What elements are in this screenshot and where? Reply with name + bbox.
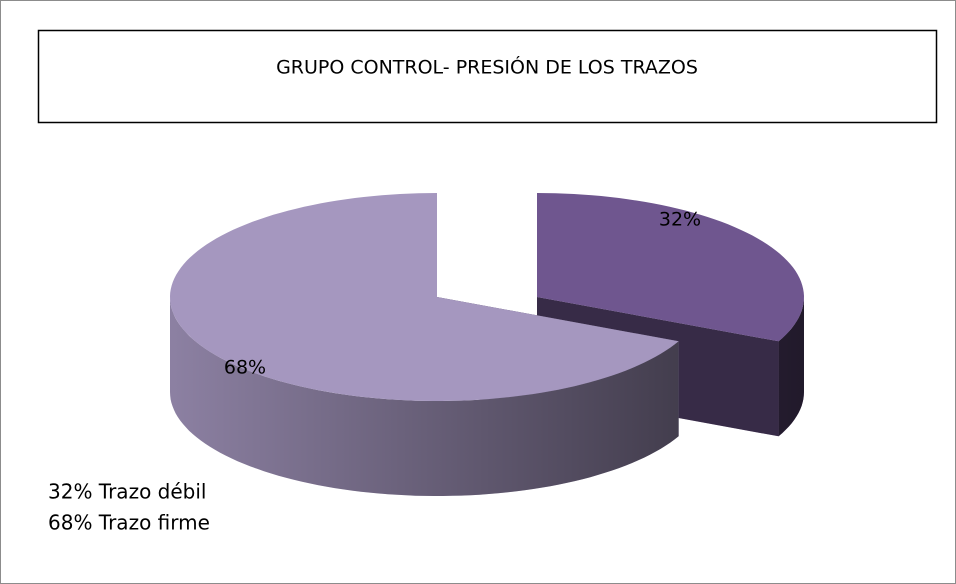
pie-slice bbox=[170, 193, 679, 401]
pie-slice bbox=[537, 193, 804, 342]
title-box bbox=[37, 29, 938, 124]
data-label: 32% bbox=[659, 209, 701, 231]
slice-side-shade bbox=[170, 297, 679, 496]
legend-label: 68% Trazo firme bbox=[48, 511, 210, 535]
slice-side-shade bbox=[778, 297, 804, 437]
legend-label: 32% Trazo débil bbox=[48, 480, 206, 504]
data-label: 68% bbox=[224, 357, 266, 379]
chart-title: GRUPO CONTROL- PRESIÓN DE LOS TRAZOS bbox=[276, 55, 698, 79]
